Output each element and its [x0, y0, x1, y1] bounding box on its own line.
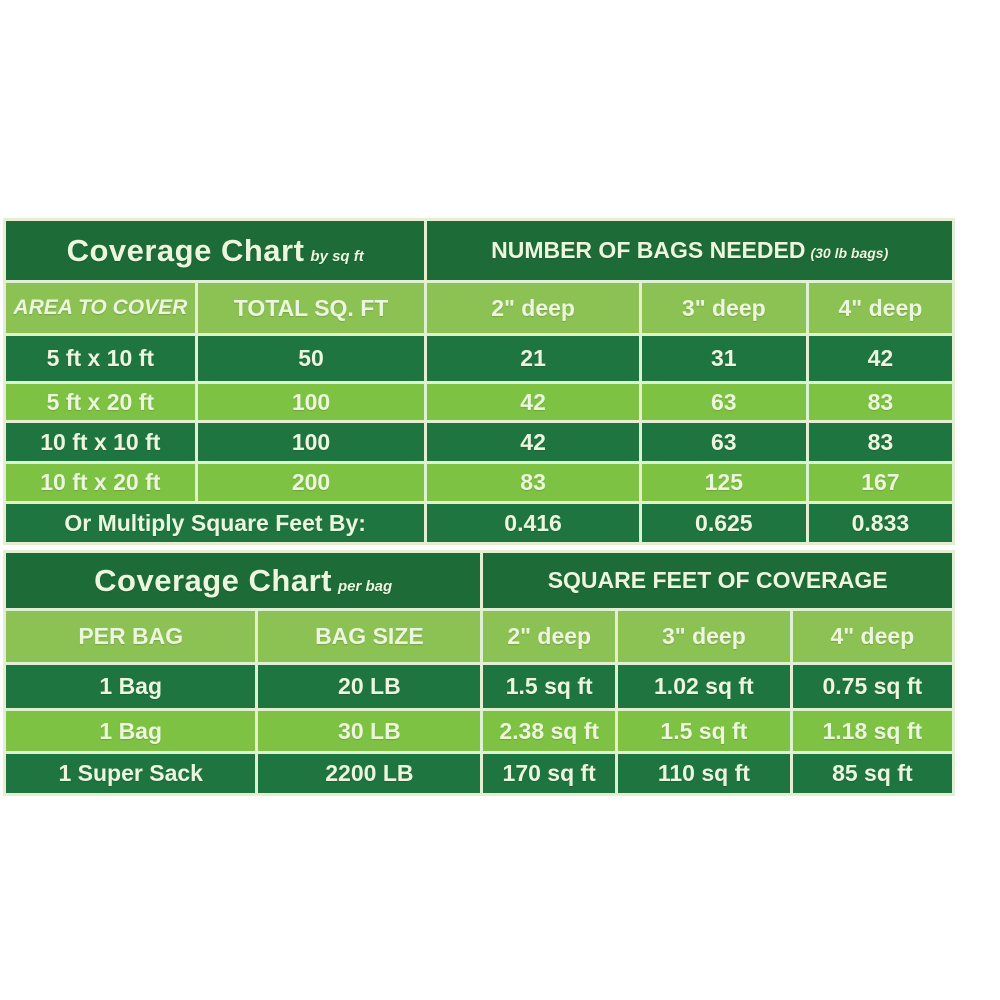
table-cell: 30 LB	[255, 708, 484, 754]
table-cell: 125	[638, 461, 809, 504]
table-row: 1 Bag 20 LB 1.5 sq ft 1.02 sq ft 0.75 sq…	[2, 662, 956, 711]
table-cell: 110 sq ft	[615, 751, 793, 796]
table-cell: 170 sq ft	[480, 751, 619, 796]
table-cell: 1.02 sq ft	[615, 662, 793, 711]
table-cell: 83	[805, 381, 956, 423]
table1-group-header: NUMBER OF BAGS NEEDED	[491, 237, 806, 263]
table-cell: 50	[194, 333, 428, 384]
table-cell: 167	[805, 461, 956, 504]
table2-group-header-cell: SQUARE FEET OF COVERAGE	[480, 550, 955, 611]
table-cell: 1.5 sq ft	[480, 662, 619, 711]
table-cell: 10 ft x 10 ft	[3, 420, 198, 464]
table2-group-header: SQUARE FEET OF COVERAGE	[547, 567, 888, 593]
table-cell: 31	[638, 333, 809, 384]
column-header: 4" deep	[789, 608, 956, 665]
multiplier-cell: 0.416	[424, 501, 642, 545]
table-cell: 83	[805, 420, 956, 464]
table-cell: 63	[638, 420, 809, 464]
table-cell: 0.75 sq ft	[789, 662, 956, 711]
table-cell: 100	[194, 381, 428, 423]
table-row: 5 ft x 10 ft 50 21 31 42	[3, 333, 956, 384]
table-cell: 5 ft x 10 ft	[3, 333, 198, 384]
table2-title: Coverage Chart	[94, 562, 332, 598]
table-cell: 42	[805, 333, 956, 384]
column-header: PER BAG	[2, 608, 259, 665]
multiplier-cell: 0.625	[638, 501, 809, 545]
table-cell: 200	[194, 461, 428, 504]
table-cell: 1.5 sq ft	[615, 708, 793, 754]
table-cell: 1 Bag	[2, 662, 259, 711]
table-footer-row: Or Multiply Square Feet By: 0.416 0.625 …	[2, 501, 956, 545]
column-header: BAG SIZE	[255, 608, 484, 665]
column-header: 3" deep	[615, 608, 793, 665]
table1-column-header-row: AREA TO COVER TOTAL SQ. FT 2" deep 3" de…	[3, 280, 956, 336]
table1-group-header-cell: NUMBER OF BAGS NEEDED (30 lb bags)	[424, 218, 955, 283]
column-header: AREA TO COVER	[3, 280, 198, 336]
table-title-row: Coverage Chart by sq ft NUMBER OF BAGS NE…	[2, 218, 955, 283]
coverage-charts-graphic: Coverage Chart by sq ft NUMBER OF BAGS NE…	[2, 218, 956, 796]
table-row: 1 Bag 30 LB 2.38 sq ft 1.5 sq ft 1.18 sq…	[2, 708, 956, 754]
column-header: 4" deep	[805, 280, 956, 336]
table-cell: 42	[424, 420, 642, 464]
column-header: TOTAL SQ. FT	[194, 280, 428, 336]
table2-title-note: per bag	[338, 577, 393, 595]
table-row: 10 ft x 10 ft 100 42 63 83	[3, 420, 956, 464]
table-cell: 1 Bag	[2, 708, 259, 754]
table-cell: 100	[194, 420, 428, 464]
multiplier-label-cell: Or Multiply Square Feet By:	[2, 501, 428, 545]
column-header: 2" deep	[424, 280, 642, 336]
table-title-row: Coverage Chart per bag SQUARE FEET OF COV…	[2, 550, 955, 611]
table-cell: 2.38 sq ft	[480, 708, 619, 754]
table-cell: 21	[424, 333, 642, 384]
table-row: 5 ft x 20 ft 100 42 63 83	[3, 381, 956, 423]
table2-title-cell: Coverage Chart per bag	[2, 550, 484, 611]
table-cell: 2200 LB	[255, 751, 484, 796]
table-cell: 1.18 sq ft	[789, 708, 956, 754]
table1-title-cell: Coverage Chart by sq ft	[2, 218, 428, 283]
table-cell: 20 LB	[255, 662, 484, 711]
column-header: 3" deep	[638, 280, 809, 336]
table-row: 10 ft x 20 ft 200 83 125 167	[3, 461, 956, 504]
table1-title: Coverage Chart	[66, 232, 305, 268]
column-header: 2" deep	[480, 608, 619, 665]
table-cell: 5 ft x 20 ft	[3, 381, 198, 423]
table1-title-note: by sq ft	[310, 247, 364, 265]
table-cell: 85 sq ft	[789, 751, 956, 796]
table-row: 1 Super Sack 2200 LB 170 sq ft 110 sq ft…	[2, 751, 956, 796]
coverage-by-sqft-table: Coverage Chart by sq ft NUMBER OF BAGS NE…	[2, 218, 956, 545]
table1-group-header-note: (30 lb bags)	[810, 245, 889, 261]
table-cell: 83	[424, 461, 642, 504]
table-cell: 63	[638, 381, 809, 423]
table-cell: 1 Super Sack	[2, 751, 259, 796]
multiplier-cell: 0.833	[805, 501, 956, 545]
table2-column-header-row: PER BAG BAG SIZE 2" deep 3" deep 4" deep	[2, 608, 956, 665]
coverage-per-bag-table: Coverage Chart per bag SQUARE FEET OF COV…	[2, 550, 956, 796]
table-cell: 10 ft x 20 ft	[3, 461, 198, 504]
table-cell: 42	[424, 381, 642, 423]
